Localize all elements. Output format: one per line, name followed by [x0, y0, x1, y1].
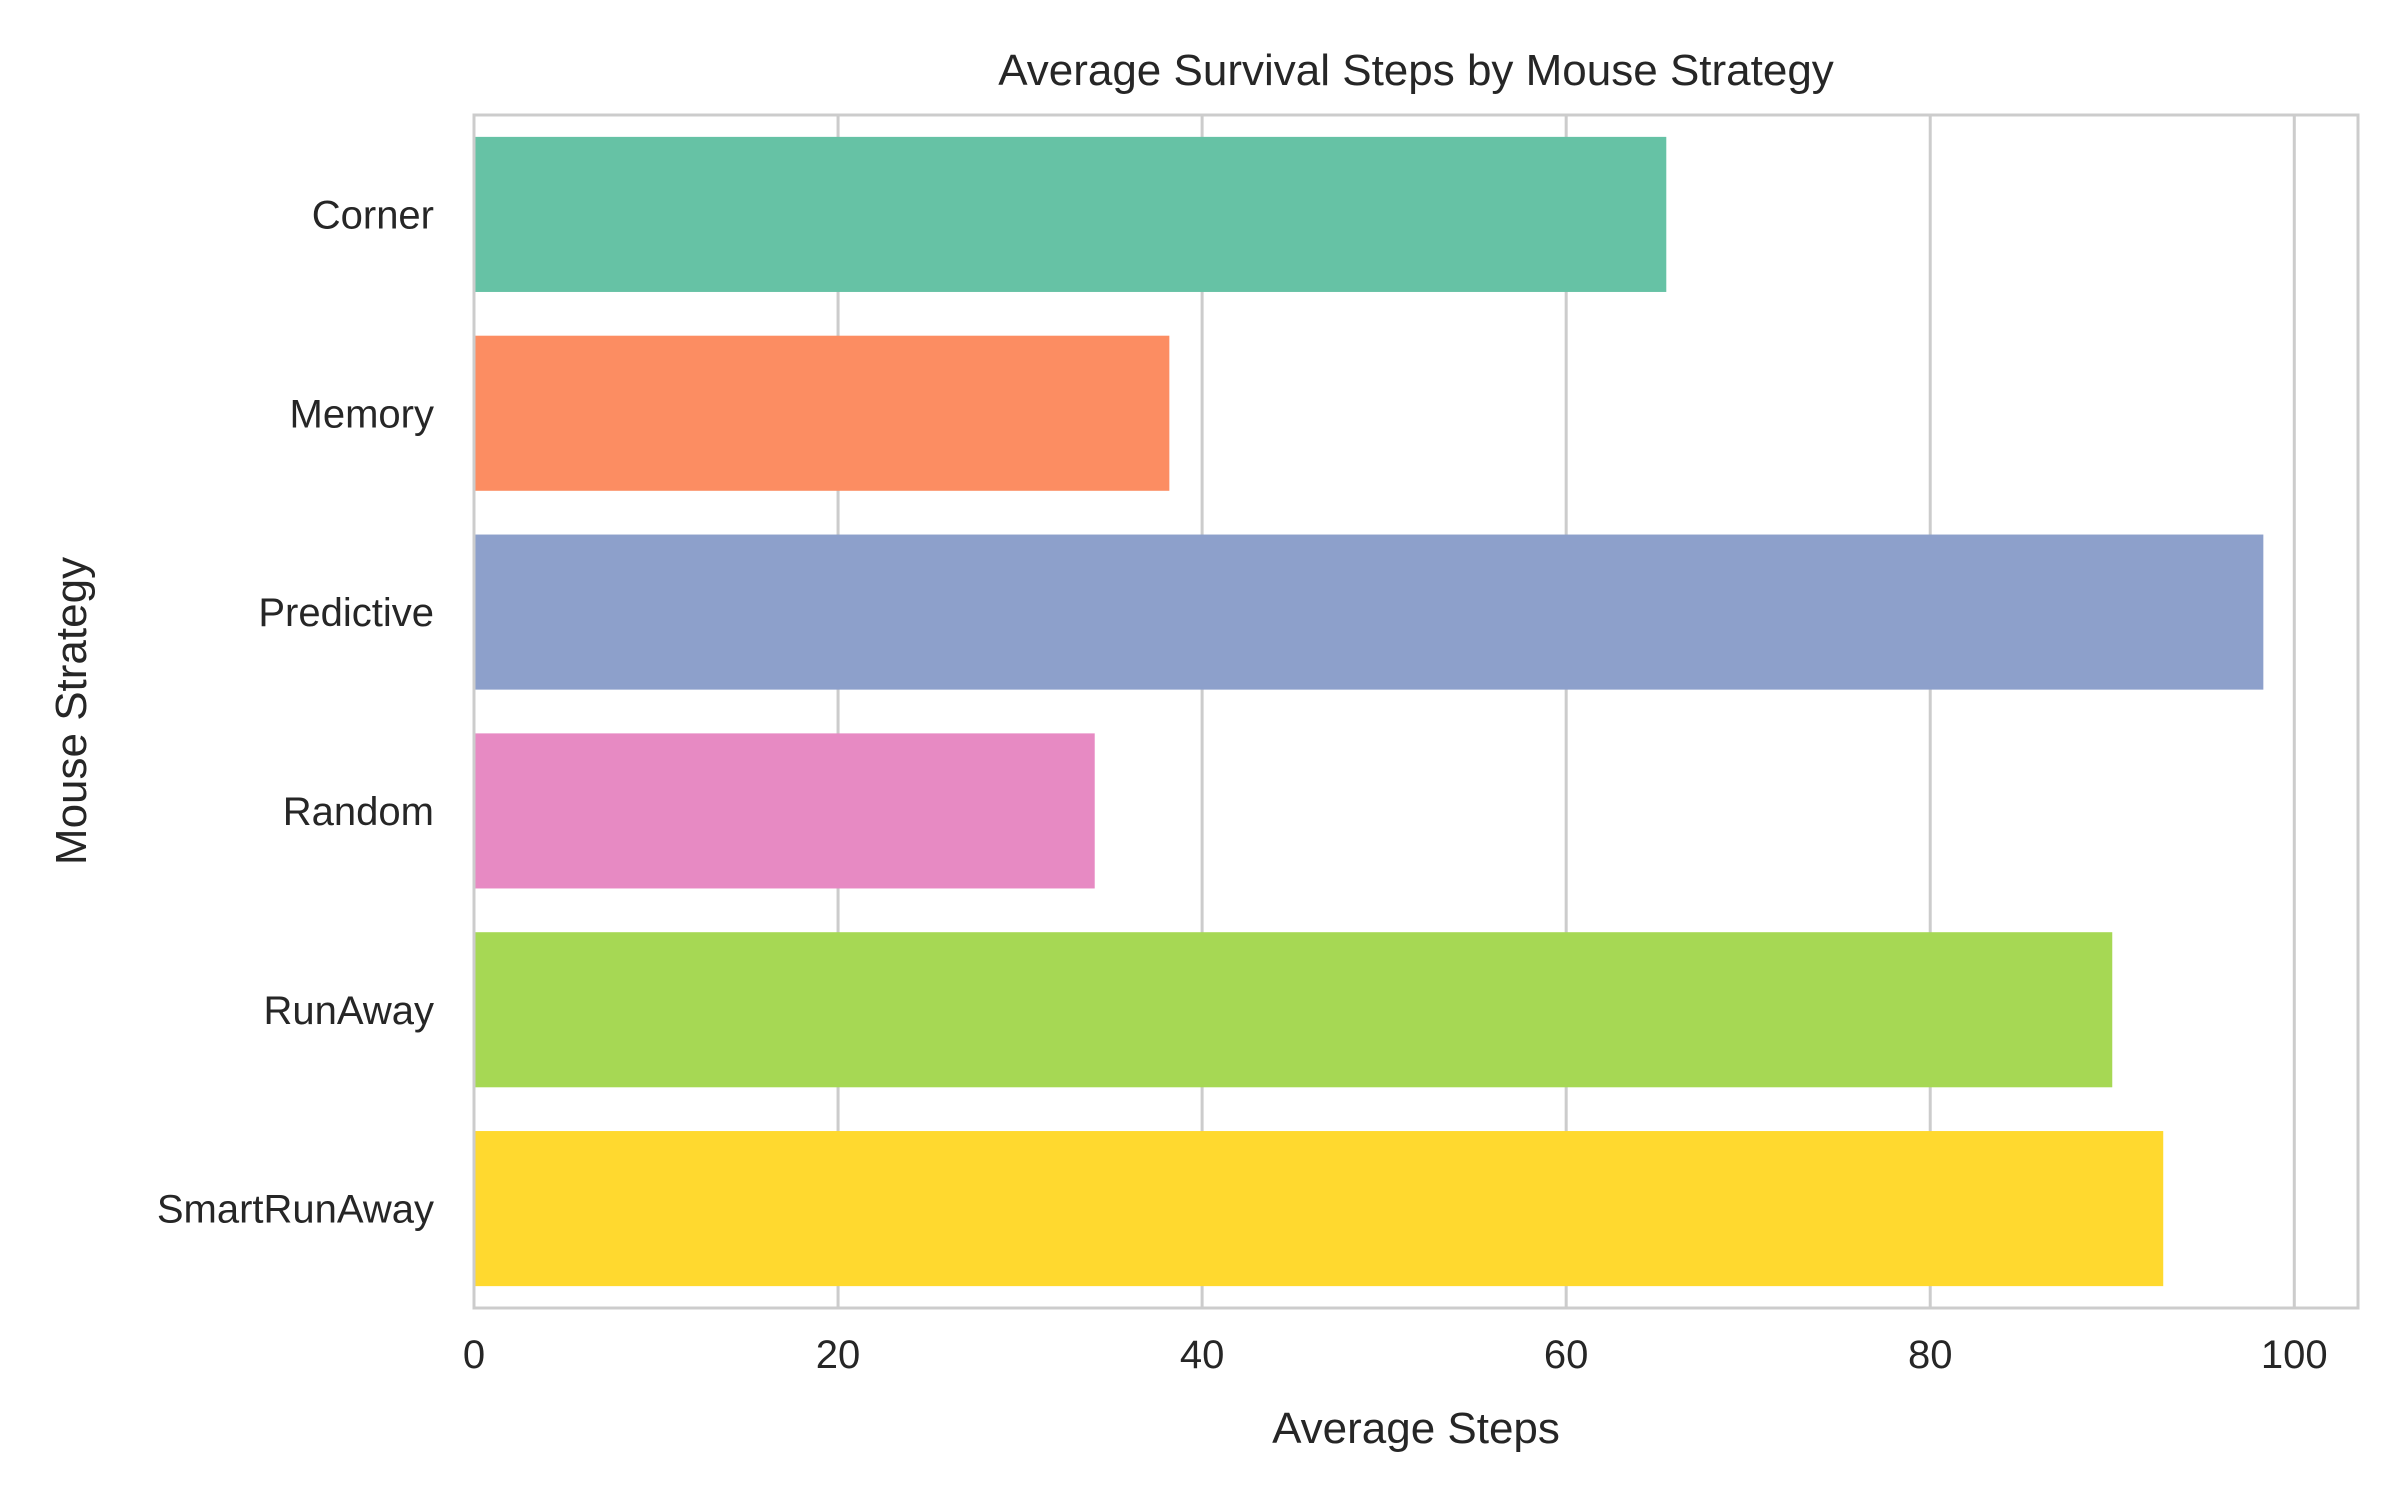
y-tick-labels: Corner Memory Predictive Random RunAway Smart… — [157, 193, 434, 1231]
x-tick-label: 40 — [1180, 1333, 1225, 1377]
y-tick-label: SmartRunAway — [157, 1188, 434, 1232]
x-axis-label: Average Steps — [1272, 1404, 1560, 1453]
y-tick-label: Predictive — [258, 591, 434, 635]
bar-corner — [474, 136, 1667, 292]
x-tick-label: 80 — [1908, 1333, 1953, 1377]
bar-memory — [474, 335, 1170, 491]
chart-title: Average Survival Steps by Mouse Strategy — [998, 46, 1834, 95]
x-tick-label: 20 — [816, 1333, 861, 1377]
plot-frame — [472, 113, 2360, 1310]
bar-random — [474, 733, 1095, 889]
x-tick-labels: 0 20 40 60 80 100 — [463, 1333, 2328, 1377]
bar-runaway — [474, 932, 2113, 1088]
bars — [474, 136, 2264, 1287]
y-tick-label: Random — [283, 790, 434, 834]
x-tick-label: 100 — [2261, 1333, 2328, 1377]
y-tick-label: RunAway — [264, 989, 434, 1033]
x-tick-label: 60 — [1544, 1333, 1589, 1377]
grid-lines — [836, 115, 2296, 1308]
bar-predictive — [474, 534, 2264, 690]
y-axis-label: Mouse Strategy — [47, 557, 96, 865]
x-tick-label: 0 — [463, 1333, 485, 1377]
bar-smartrunaway — [474, 1131, 2164, 1287]
y-tick-label: Memory — [290, 392, 434, 436]
y-tick-label: Corner — [312, 193, 434, 237]
